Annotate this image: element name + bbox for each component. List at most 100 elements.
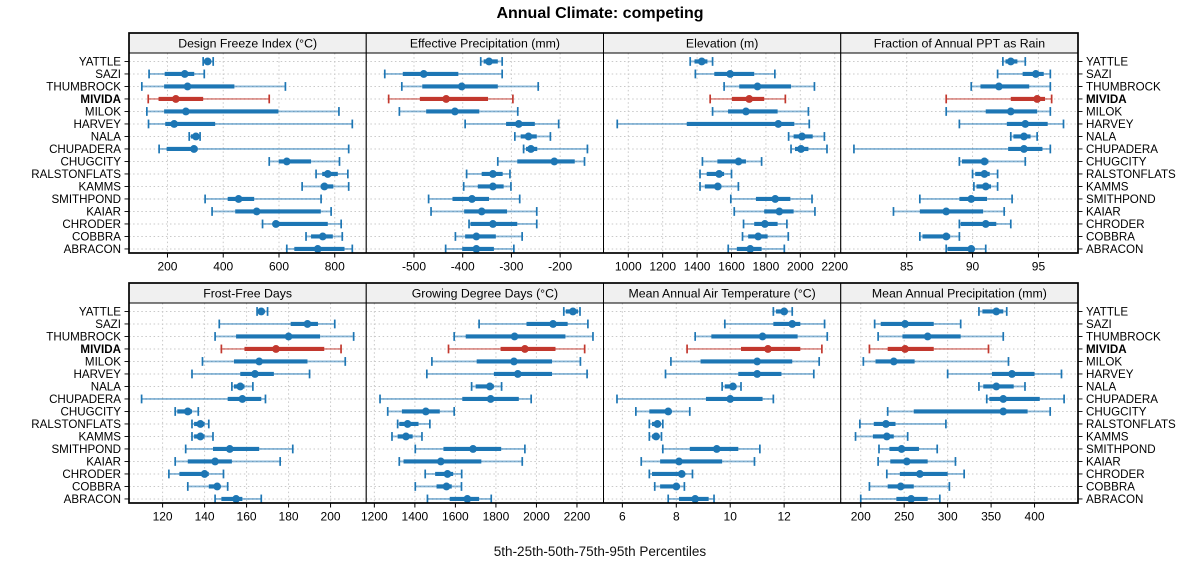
panel-bg-design-freeze-index-c <box>129 53 367 253</box>
x-tick-label: 1800 <box>483 510 510 524</box>
median-dot-milok <box>181 107 190 116</box>
strip-label-design-freeze-index-c: Design Freeze Index (°C) <box>178 36 317 50</box>
median-dot-cobbra <box>213 482 222 491</box>
x-tick-label: -400 <box>451 260 475 274</box>
panel-bg-elevation-m <box>603 53 841 253</box>
median-dot-harvey <box>753 370 762 378</box>
row-label-left-kamms: KAMMS <box>78 180 121 193</box>
median-dot-chroder <box>443 470 452 478</box>
row-label-right-chugcity: CHUGCITY <box>1086 405 1147 418</box>
x-tick-label: 2000 <box>523 510 550 524</box>
median-dot-cobbra <box>318 232 327 241</box>
median-dot-thumbrock <box>284 332 293 341</box>
outer-frame <box>128 282 1079 504</box>
median-dot-harvey <box>513 370 522 378</box>
median-dot-chupadera <box>238 395 247 403</box>
x-tick-label: 200 <box>157 260 177 274</box>
median-dot-thumbrock <box>183 82 192 91</box>
median-dot-smithpond <box>771 195 780 203</box>
row-label-right-mivida: MIVIDA <box>1086 343 1127 356</box>
median-dot-chupadera <box>999 395 1008 403</box>
strip-label-mean-annual-air-temperature-c: Mean Annual Air Temperature (°C) <box>629 286 816 300</box>
median-dot-cobbra <box>672 482 681 491</box>
x-tick-label: -500 <box>402 260 426 274</box>
panel-bg-mean-annual-air-temperature-c <box>603 303 841 503</box>
x-tick-label: 300 <box>938 510 958 524</box>
strip-label-fraction-of-annual-ppt-as-rain: Fraction of Annual PPT as Rain <box>874 36 1046 50</box>
median-dot-kamms <box>652 432 660 441</box>
row-label-right-kamms: KAMMS <box>1086 430 1129 443</box>
x-tick-label: 120 <box>153 510 173 524</box>
panel-bg-growing-degree-days-c <box>366 303 604 503</box>
strip-label-effective-precipitation-mm: Effective Precipitation (mm) <box>410 36 560 50</box>
row-label-right-nala: NALA <box>1086 380 1117 393</box>
x-tick-label: 800 <box>325 260 345 274</box>
median-dot-abracon <box>472 245 481 253</box>
median-dot-kamms <box>713 182 722 191</box>
row-label-left-ralstonflats: RALSTONFLATS <box>31 418 121 431</box>
row-label-left-sazi: SAZI <box>95 68 121 81</box>
median-dot-smithpond <box>712 445 721 453</box>
x-tick-label: 1800 <box>753 260 780 274</box>
row-label-right-chroder: CHRODER <box>1086 218 1145 231</box>
median-dot-smithpond <box>468 195 476 203</box>
median-dot-thumbrock <box>995 82 1003 91</box>
x-tick-label: 1200 <box>649 260 676 274</box>
median-dot-milok <box>451 107 459 116</box>
strip-label-frost-free-days: Frost-Free Days <box>203 286 292 300</box>
x-tick-label: 1000 <box>615 260 642 274</box>
median-dot-cobbra <box>472 232 481 241</box>
row-label-left-sazi: SAZI <box>95 318 121 331</box>
median-dot-yattle <box>569 307 577 316</box>
median-dot-sazi <box>303 320 312 328</box>
row-label-left-kaiar: KAIAR <box>86 455 121 468</box>
median-dot-mivida <box>745 95 754 103</box>
median-dot-abracon <box>232 495 240 503</box>
median-dot-smithpond <box>967 195 976 203</box>
median-dot-sazi <box>726 70 735 78</box>
chart-title: Annual Climate: competing <box>496 5 704 22</box>
median-dot-chroder <box>981 220 990 228</box>
median-dot-mivida <box>520 345 529 353</box>
x-tick-label: 2200 <box>821 260 848 274</box>
row-label-left-mivida: MIVIDA <box>80 343 121 356</box>
x-tick-label: 95 <box>1032 260 1046 274</box>
row-label-left-mivida: MIVIDA <box>80 93 121 106</box>
median-dot-kamms <box>402 432 410 441</box>
median-dot-kamms <box>196 432 205 441</box>
median-dot-mivida <box>1033 95 1042 103</box>
x-tick-label: 10 <box>724 510 738 524</box>
median-dot-harvey <box>514 120 523 128</box>
median-dot-chugcity <box>183 407 192 416</box>
median-dot-milok <box>889 357 898 366</box>
median-dot-nala <box>1020 132 1028 141</box>
median-dot-chugcity <box>421 407 430 416</box>
x-tick-label: 160 <box>237 510 257 524</box>
x-axis-caption: 5th-25th-50th-75th-95th Percentiles <box>493 544 707 559</box>
row-label-right-abracon: ABRACON <box>1086 243 1143 256</box>
median-dot-kaiar <box>211 457 219 466</box>
median-dot-milok <box>1006 107 1015 116</box>
median-dot-thumbrock <box>510 332 519 341</box>
strip-label-mean-annual-precipitation-mm: Mean Annual Precipitation (mm) <box>872 286 1047 300</box>
median-dot-harvey <box>1021 120 1030 128</box>
median-dot-abracon <box>907 495 916 503</box>
x-tick-label: 400 <box>1025 510 1045 524</box>
median-dot-smithpond <box>469 445 477 453</box>
row-label-right-nala: NALA <box>1086 130 1117 143</box>
median-dot-ralstonflats <box>715 170 724 178</box>
median-dot-ralstonflats <box>196 420 205 428</box>
row-label-right-milok: MILOK <box>1086 355 1122 368</box>
row-label-right-smithpond: SMITHPOND <box>1086 193 1156 206</box>
row-label-right-chupadera: CHUPADERA <box>1086 143 1158 156</box>
strip-label-growing-degree-days-c: Growing Degree Days (°C) <box>412 286 558 300</box>
median-dot-mivida <box>171 95 180 103</box>
row-label-left-chupadera: CHUPADERA <box>49 393 121 406</box>
median-dot-chroder <box>677 470 686 478</box>
median-dot-smithpond <box>234 195 243 203</box>
median-dot-chupadera <box>1020 145 1028 153</box>
panel-bg-mean-annual-precipitation-mm <box>840 303 1078 503</box>
row-label-left-abracon: ABRACON <box>64 243 121 256</box>
median-dot-chugcity <box>734 157 743 166</box>
median-dot-milok <box>510 357 518 366</box>
